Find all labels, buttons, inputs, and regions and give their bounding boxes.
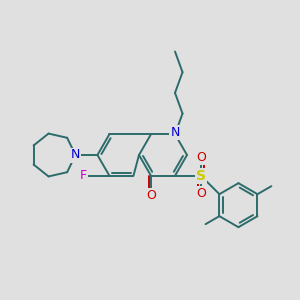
Text: N: N	[71, 148, 80, 161]
Text: O: O	[196, 187, 206, 200]
Text: S: S	[196, 169, 206, 183]
Text: N: N	[170, 126, 180, 139]
Text: O: O	[146, 189, 156, 202]
Text: F: F	[80, 169, 87, 182]
Text: O: O	[196, 151, 206, 164]
